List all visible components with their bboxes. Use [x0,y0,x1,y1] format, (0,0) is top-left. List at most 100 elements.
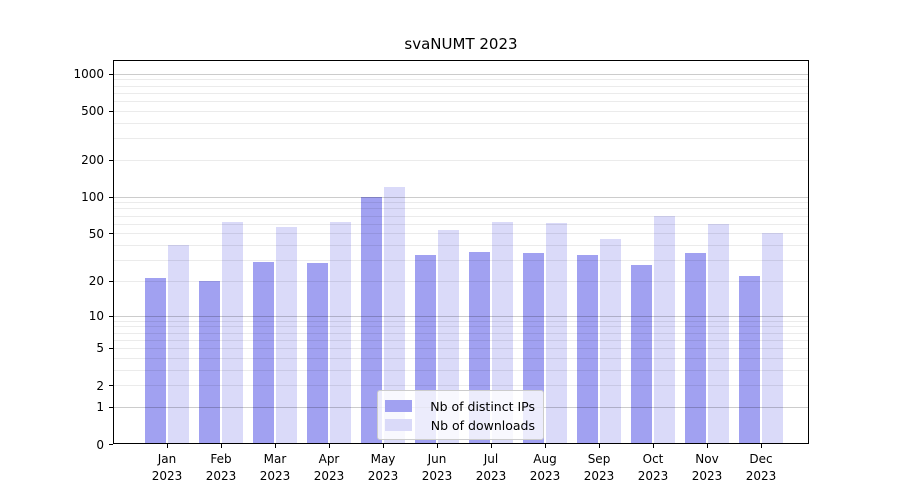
bar-distinct-ips-dec-2023 [739,275,760,444]
bar-downloads-apr-2023 [330,221,351,444]
x-tick [761,444,763,448]
y-tick [109,280,113,282]
gridline-major [113,315,809,317]
gridline-minor [113,85,809,87]
gridline-minor [113,320,809,322]
legend-label-downloads: Nb of downloads [430,417,535,433]
gridline-minor [113,339,809,341]
gridline-minor [113,101,809,102]
y-tick [109,159,113,161]
gridline-minor [113,369,809,371]
bar-downloads-dec-2023 [762,233,783,444]
legend: Nb of distinct IPs Nb of downloads [377,390,544,440]
x-tick-label: Oct 2023 [637,452,669,483]
gridline-minor [113,357,809,359]
x-tick-label: Dec 2023 [745,452,777,483]
gridline-minor [113,259,809,261]
x-tick [545,444,547,448]
bar-downloads-jul-2023 [492,221,513,444]
x-tick [167,444,169,448]
bar-downloads-jan-2023 [168,244,189,444]
x-tick [707,444,709,448]
bar-distinct-ips-sep-2023 [577,254,598,444]
gridline-minor [113,332,809,334]
chart-title: svaNUMT 2023 [404,35,518,53]
y-tick [109,110,113,112]
gridline-minor [113,208,809,210]
bar-distinct-ips-mar-2023 [253,261,274,444]
y-tick-label: 1000 [73,67,104,82]
x-tick-label: Jun 2023 [421,452,453,483]
gridline-minor [113,159,809,161]
bar-distinct-ips-feb-2023 [199,280,220,444]
x-tick [275,444,277,448]
x-tick [437,444,439,448]
bar-distinct-ips-apr-2023 [307,263,328,444]
gridline-minor [113,385,809,387]
plot-area: Nb of distinct IPs Nb of downloads [113,60,809,444]
x-tick [383,444,385,448]
bar-downloads-mar-2023 [276,227,297,444]
y-tick-label: 100 [81,190,104,205]
bar-distinct-ips-oct-2023 [631,265,652,444]
y-tick [109,444,113,446]
x-tick-label: Jul 2023 [475,452,507,483]
bar-downloads-sep-2023 [600,238,621,444]
bar-downloads-nov-2023 [708,223,729,444]
x-tick-label: Nov 2023 [691,452,723,483]
x-tick [491,444,493,448]
gridline-major [113,196,809,198]
grid-layer [113,60,809,444]
x-tick-label: Feb 2023 [205,452,237,483]
gridline-minor [113,223,809,225]
x-tick-label: Sep 2023 [583,452,615,483]
x-tick-label: May 2023 [367,452,399,483]
y-tick-label: 20 [88,274,104,289]
bar-distinct-ips-may-2023 [361,196,382,444]
gridline-minor [113,122,809,124]
gridline-minor [113,79,809,81]
legend-entry-distinct-ips: Nb of distinct IPs [385,397,535,415]
bar-distinct-ips-jan-2023 [145,278,166,444]
legend-label-distinct-ips: Nb of distinct IPs [430,398,535,414]
gridline-minor [113,233,809,235]
x-tick-label: Jan 2023 [151,452,183,483]
gridline-minor [113,215,809,217]
gridline-minor [113,326,809,328]
bar-downloads-feb-2023 [222,221,243,444]
gridline-minor [113,110,809,112]
legend-swatch-downloads [385,419,412,431]
y-tick [109,233,113,235]
y-tick-label: 500 [81,104,104,119]
y-tick-label: 2 [96,378,104,393]
y-tick [109,385,113,387]
y-tick [109,315,113,317]
x-tick [221,444,223,448]
legend-entry-downloads: Nb of downloads [385,416,535,434]
bar-downloads-aug-2023 [546,222,567,444]
y-tick [109,347,113,350]
gridline-minor [113,280,809,282]
gridline-minor [113,202,809,204]
y-tick-label: 10 [88,309,104,323]
bar-downloads-oct-2023 [654,216,675,444]
gridline-minor [113,347,809,349]
y-tick-label: 1 [96,400,104,415]
bar-distinct-ips-nov-2023 [685,253,706,444]
gridline-minor [113,138,809,140]
y-tick [109,73,113,75]
y-tick-label: 0 [96,437,104,452]
x-tick-label: Mar 2023 [259,452,291,483]
x-tick [599,444,601,448]
gridline-minor [113,244,809,246]
y-tick [109,406,113,408]
bar-downloads-may-2023 [384,186,405,444]
x-tick [329,444,331,448]
gridline-minor [113,92,809,94]
gridline-major [113,73,809,75]
y-tick-label: 5 [96,341,104,356]
y-tick-label: 50 [88,226,104,241]
legend-swatch-distinct-ips [385,400,412,412]
x-tick-label: Apr 2023 [313,452,345,483]
